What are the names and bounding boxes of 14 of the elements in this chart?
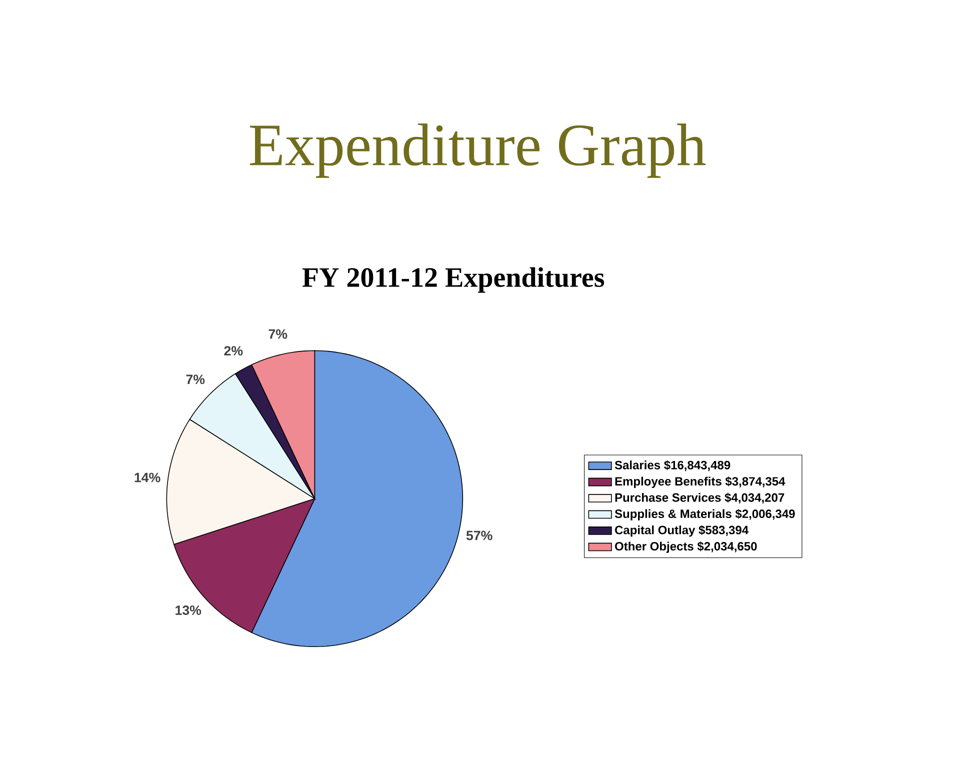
legend-label: Employee Benefits $3,874,354 (615, 476, 786, 488)
legend-label: Purchase Services $4,034,207 (615, 492, 784, 504)
chart-subtitle: FY 2011-12 Expenditures (302, 267, 604, 293)
data-label: 7% (268, 329, 288, 339)
data-label: 7% (186, 374, 205, 384)
legend-label: Supplies & Materials $2,006,349 (614, 509, 795, 520)
legend-label: Salaries $16,843,489 (614, 460, 730, 472)
legend-label: Capital Outlay $583,394 (615, 525, 749, 537)
legend-label: Other Objects $2,034,650 (615, 542, 757, 553)
data-label: 57% (466, 530, 492, 540)
data-label: 13% (176, 606, 202, 615)
chart-title: Expenditure Graph (250, 123, 706, 178)
data-label: 14% (134, 472, 160, 482)
data-label: 2% (224, 346, 243, 356)
